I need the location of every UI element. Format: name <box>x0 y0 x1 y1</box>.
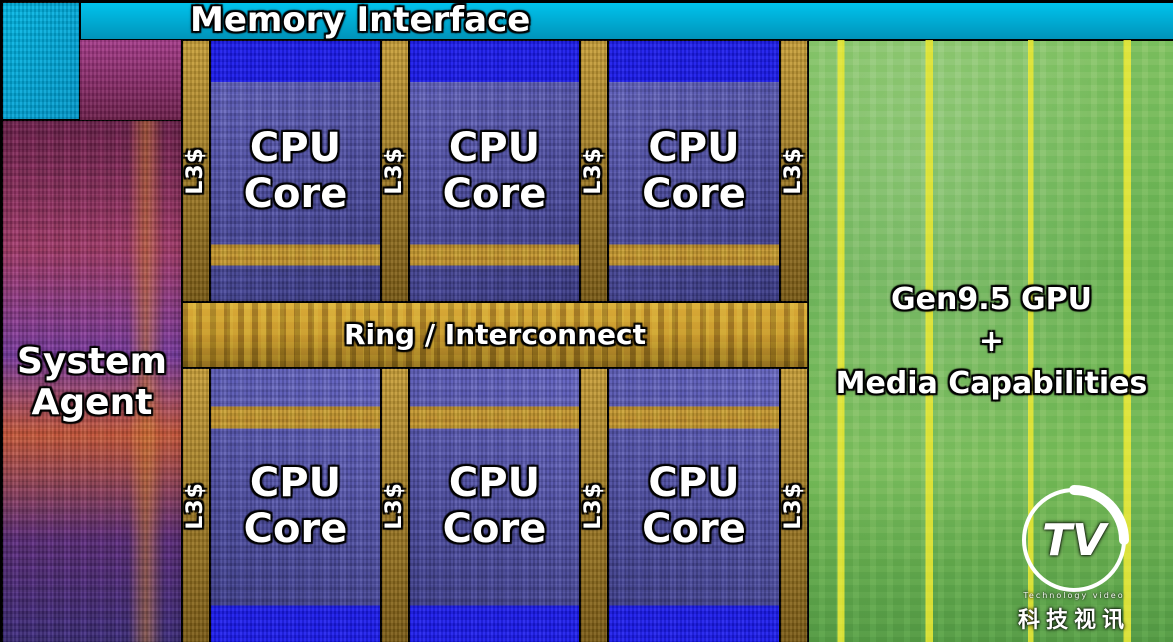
system-agent: System Agent <box>2 120 182 642</box>
l3-label: L3$ <box>382 482 407 530</box>
cpu-core: CPU Core <box>210 40 381 302</box>
memory-interface-corner <box>2 2 80 120</box>
l3-label: L3$ <box>581 147 606 195</box>
cpu-core-label: CPU Core <box>443 125 547 217</box>
memory-interface-label: Memory Interface <box>190 1 530 40</box>
cpu-core-label: CPU Core <box>642 125 746 217</box>
cpu-core-label: CPU Core <box>642 460 746 552</box>
l3-cache-strip: L3$ <box>580 368 608 642</box>
cpu-core-label: CPU Core <box>244 125 348 217</box>
cpu-core: CPU Core <box>608 40 780 302</box>
l3-cache-strip: L3$ <box>182 368 210 642</box>
cpu-core: CPU Core <box>210 368 381 642</box>
cpu-core-label: CPU Core <box>443 460 547 552</box>
system-agent-label: System Agent <box>17 341 167 424</box>
l3-cache-strip: L3$ <box>381 40 409 302</box>
l3-cache-strip: L3$ <box>780 40 808 302</box>
l3-cache-strip: L3$ <box>580 40 608 302</box>
cpu-core-label: CPU Core <box>244 460 348 552</box>
ring-interconnect: Ring / Interconnect <box>182 302 808 368</box>
l3-cache-strip: L3$ <box>381 368 409 642</box>
ring-label: Ring / Interconnect <box>344 319 646 351</box>
l3-label: L3$ <box>781 147 806 195</box>
l3-label: L3$ <box>581 482 606 530</box>
cpu-core: CPU Core <box>409 368 580 642</box>
l3-label: L3$ <box>382 147 407 195</box>
memory-interface: Memory Interface <box>80 2 1173 40</box>
cpu-core: CPU Core <box>608 368 780 642</box>
l3-label: L3$ <box>781 482 806 530</box>
l3-cache-strip: L3$ <box>780 368 808 642</box>
l3-label: L3$ <box>183 147 208 195</box>
l3-label: L3$ <box>183 482 208 530</box>
system-agent-top-strip <box>80 40 182 120</box>
die-shot-diagram: Memory Interface System Agent Gen9.5 GPU… <box>0 0 1173 642</box>
gpu-label: Gen9.5 GPU + Media Capabilities <box>836 279 1148 405</box>
gpu-block: Gen9.5 GPU + Media Capabilities <box>808 40 1173 642</box>
cpu-core: CPU Core <box>409 40 580 302</box>
l3-cache-strip: L3$ <box>182 40 210 302</box>
